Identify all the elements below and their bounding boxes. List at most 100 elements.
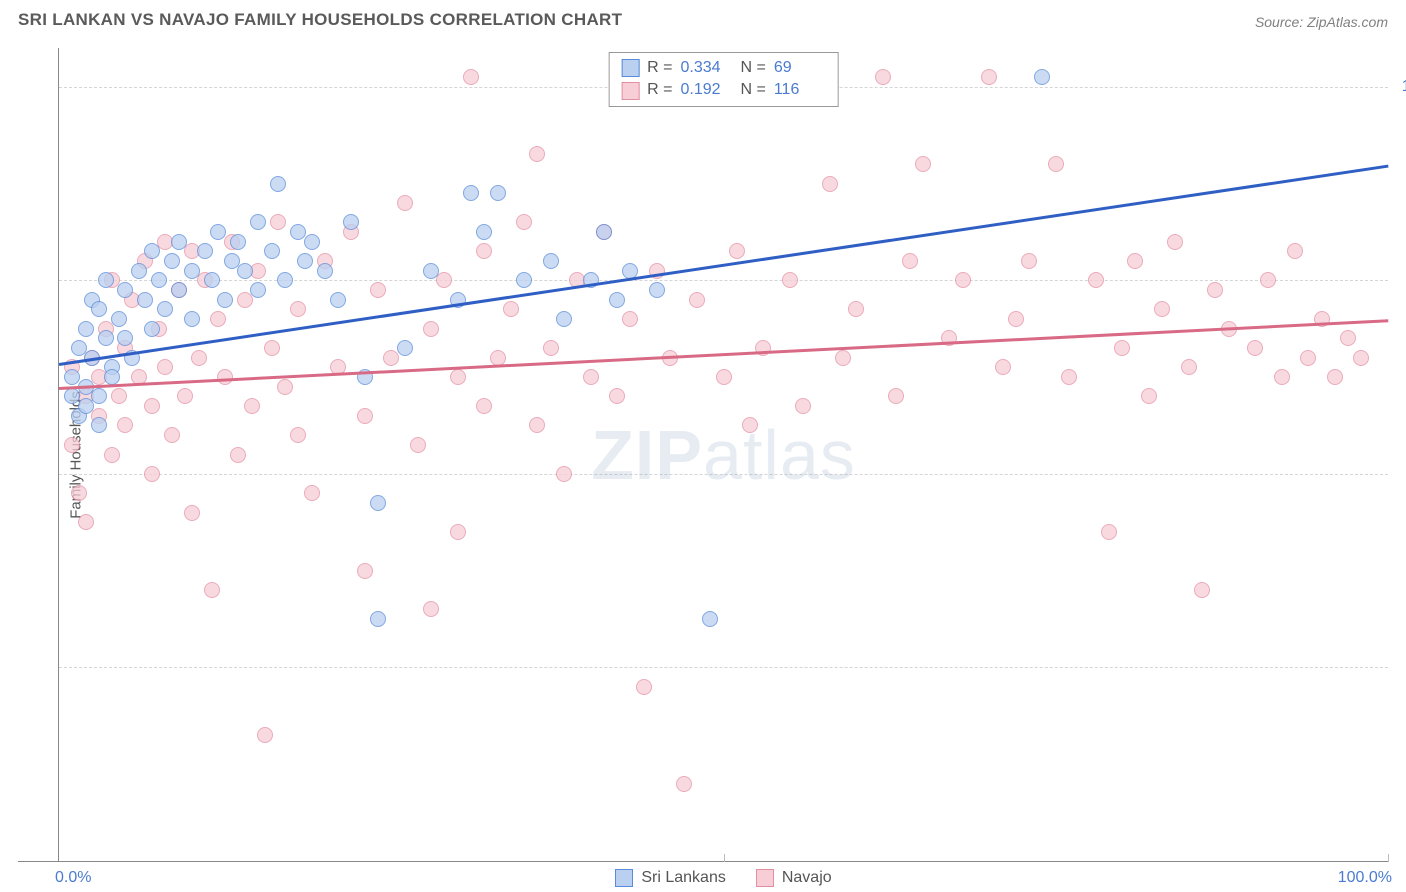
data-point	[529, 417, 545, 433]
data-point	[171, 234, 187, 250]
data-point	[297, 253, 313, 269]
data-point	[217, 369, 233, 385]
data-point	[264, 243, 280, 259]
data-point	[204, 582, 220, 598]
series-legend: Sri Lankans Navajo	[59, 869, 1388, 887]
data-point	[164, 253, 180, 269]
data-point	[1353, 350, 1369, 366]
data-point	[1021, 253, 1037, 269]
data-point	[144, 398, 160, 414]
data-point	[111, 311, 127, 327]
data-point	[410, 437, 426, 453]
data-point	[330, 292, 346, 308]
data-point	[529, 146, 545, 162]
data-point	[955, 272, 971, 288]
data-point	[716, 369, 732, 385]
data-point	[556, 466, 572, 482]
data-point	[1154, 301, 1170, 317]
legend-item-navajo: Navajo	[756, 869, 832, 887]
data-point	[609, 388, 625, 404]
chart-header: SRI LANKAN VS NAVAJO FAMILY HOUSEHOLDS C…	[0, 0, 1406, 38]
data-point	[1327, 369, 1343, 385]
data-point	[164, 427, 180, 443]
data-point	[157, 301, 173, 317]
gridline-h	[59, 474, 1388, 475]
data-point	[184, 505, 200, 521]
data-point	[1300, 350, 1316, 366]
data-point	[543, 340, 559, 356]
data-point	[476, 243, 492, 259]
data-point	[117, 330, 133, 346]
data-point	[98, 330, 114, 346]
data-point	[649, 282, 665, 298]
data-point	[131, 263, 147, 279]
data-point	[370, 282, 386, 298]
data-point	[250, 214, 266, 230]
legend-row-navajo: R = 0.192 N = 116	[621, 79, 826, 101]
chart-container: Family Households ZIPatlas R = 0.334 N =…	[18, 48, 1388, 862]
data-point	[1274, 369, 1290, 385]
n-label: N =	[741, 79, 766, 101]
data-point	[450, 369, 466, 385]
data-point	[104, 369, 120, 385]
data-point	[835, 350, 851, 366]
r-value-srilankans: 0.334	[681, 57, 733, 79]
data-point	[191, 350, 207, 366]
data-point	[1181, 359, 1197, 375]
data-point	[104, 447, 120, 463]
data-point	[1008, 311, 1024, 327]
data-point	[463, 69, 479, 85]
data-point	[117, 282, 133, 298]
n-label: N =	[741, 57, 766, 79]
data-point	[1167, 234, 1183, 250]
gridline-h	[59, 667, 1388, 668]
data-point	[144, 466, 160, 482]
x-tick	[724, 854, 725, 862]
data-point	[184, 311, 200, 327]
x-tick-label: 0.0%	[55, 869, 91, 887]
y-tick-label: 100.0%	[1402, 78, 1406, 96]
data-point	[795, 398, 811, 414]
chart-source: Source: ZipAtlas.com	[1255, 14, 1388, 30]
data-point	[583, 369, 599, 385]
n-value-srilankans: 69	[774, 57, 826, 79]
data-point	[902, 253, 918, 269]
watermark-atlas: atlas	[703, 416, 856, 494]
data-point	[197, 243, 213, 259]
legend-label-navajo: Navajo	[782, 869, 832, 887]
data-point	[78, 514, 94, 530]
data-point	[556, 311, 572, 327]
data-point	[1034, 69, 1050, 85]
data-point	[264, 340, 280, 356]
data-point	[270, 214, 286, 230]
legend-row-srilankans: R = 0.334 N = 69	[621, 57, 826, 79]
data-point	[490, 185, 506, 201]
data-point	[397, 340, 413, 356]
data-point	[476, 224, 492, 240]
data-point	[397, 195, 413, 211]
data-point	[171, 282, 187, 298]
data-point	[91, 417, 107, 433]
watermark-zip: ZIP	[591, 416, 703, 494]
data-point	[1207, 282, 1223, 298]
x-tick	[1388, 854, 1389, 862]
data-point	[1194, 582, 1210, 598]
chart-title: SRI LANKAN VS NAVAJO FAMILY HOUSEHOLDS C…	[18, 10, 622, 30]
data-point	[1101, 524, 1117, 540]
data-point	[1114, 340, 1130, 356]
data-point	[543, 253, 559, 269]
data-point	[244, 398, 260, 414]
data-point	[1260, 272, 1276, 288]
data-point	[257, 727, 273, 743]
r-value-navajo: 0.192	[681, 79, 733, 101]
swatch-navajo	[756, 869, 774, 887]
data-point	[317, 263, 333, 279]
legend-label-srilankans: Sri Lankans	[641, 869, 726, 887]
data-point	[157, 359, 173, 375]
data-point	[689, 292, 705, 308]
data-point	[370, 611, 386, 627]
data-point	[516, 272, 532, 288]
data-point	[210, 224, 226, 240]
data-point	[71, 485, 87, 501]
data-point	[78, 321, 94, 337]
